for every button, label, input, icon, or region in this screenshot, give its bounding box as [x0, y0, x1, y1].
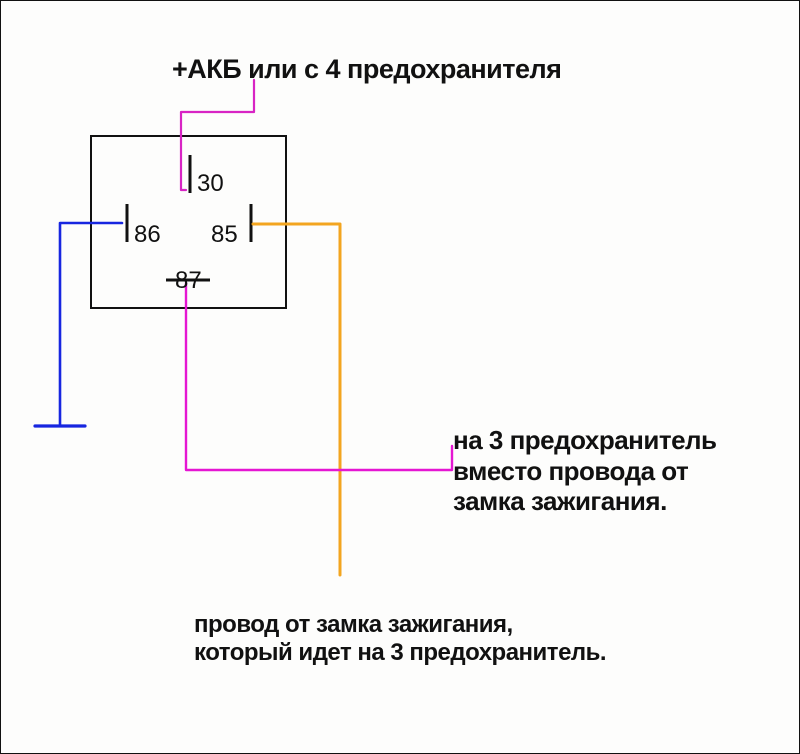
label-bottom: провод от замка зажигания, который идет … [194, 611, 606, 668]
pin-label-85: 85 [211, 221, 238, 249]
label-right: на 3 предохранитель вместо провода от за… [453, 425, 717, 517]
pin-label-87: 87 [175, 267, 202, 295]
pin-label-30: 30 [197, 170, 224, 198]
label-top: +АКБ или с 4 предохранителя [172, 54, 561, 85]
pin-label-86: 86 [134, 221, 161, 249]
